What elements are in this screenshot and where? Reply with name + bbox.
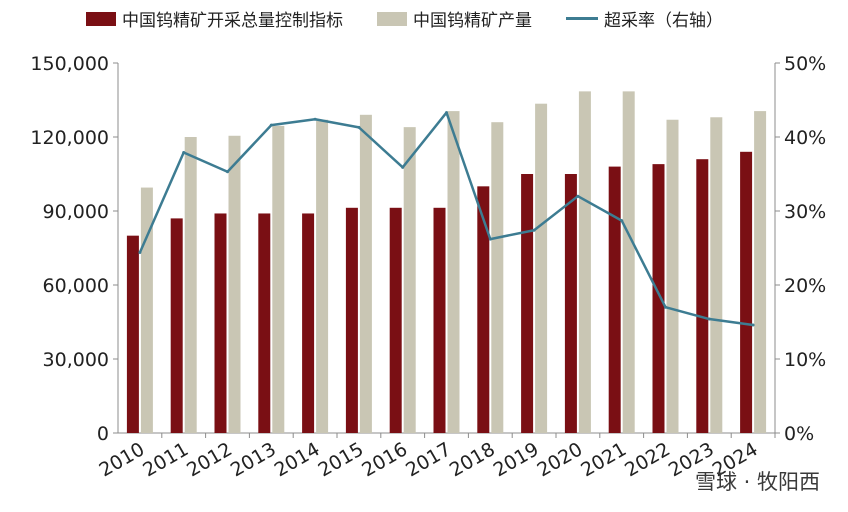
legend-item-rate: 超采率（右轴） (566, 6, 723, 31)
bar-output (491, 122, 504, 433)
rate-point (138, 250, 142, 254)
bar-quota (345, 207, 358, 433)
bar-output (140, 187, 153, 433)
bar-quota (214, 213, 227, 433)
bar-output (228, 135, 241, 433)
x-tick-label: 2016 (358, 438, 411, 481)
legend-label-quota: 中国钨精矿开采总量控制指标 (122, 11, 343, 31)
y-left-tick-label: 90,000 (43, 201, 109, 223)
rate-point (269, 123, 273, 127)
y-left-tick-label: 120,000 (30, 127, 109, 149)
rate-point (751, 323, 755, 327)
x-tick-label: 2018 (446, 438, 499, 481)
bar-quota (302, 213, 315, 433)
x-tick-label: 2013 (227, 438, 280, 481)
bar-output (272, 125, 285, 434)
legend-swatch-output (377, 11, 407, 26)
bar-quota (389, 207, 402, 433)
x-tick-label: 2014 (271, 438, 324, 481)
x-tick-label: 2012 (183, 438, 236, 481)
bar-quota (652, 164, 665, 433)
rate-point (401, 165, 405, 169)
bar-output (578, 91, 591, 433)
x-tick-label: 2011 (139, 438, 192, 481)
rate-point (313, 117, 317, 121)
bar-quota (608, 166, 621, 433)
rate-point (532, 228, 536, 232)
rate-point (488, 237, 492, 241)
x-tick-label: 2022 (621, 438, 674, 481)
legend-item-output: 中国钨精矿产量 (377, 6, 532, 31)
y-right-tick-label: 50% (784, 53, 826, 75)
legend-label-rate: 超采率（右轴） (604, 11, 723, 31)
bar-output (403, 127, 416, 433)
x-tick-label: 2021 (577, 438, 630, 481)
rate-point (357, 125, 361, 129)
x-tick-label: 2020 (534, 438, 587, 481)
bar-quota (477, 186, 490, 433)
x-tick-label: 2017 (402, 438, 455, 481)
rate-point (182, 151, 186, 155)
rate-point (707, 317, 711, 321)
bar-output (622, 91, 635, 433)
bar-output (184, 137, 197, 433)
y-right-tick-label: 10% (784, 349, 826, 371)
rate-point (226, 170, 229, 174)
bar-quota (521, 174, 534, 433)
bar-quota (126, 235, 139, 433)
watermark-text: 雪球 · 牧阳西 (694, 470, 820, 494)
bar-output (447, 111, 460, 433)
x-tick-label: 2015 (315, 438, 368, 481)
rate-point (576, 194, 580, 198)
legend-label-output: 中国钨精矿产量 (413, 11, 532, 31)
x-tick-label: 2019 (490, 438, 543, 481)
bar-quota (258, 213, 271, 433)
legend-item-quota: 中国钨精矿开采总量控制指标 (86, 6, 343, 31)
y-left-tick-label: 150,000 (30, 53, 109, 75)
y-right-tick-label: 0% (784, 423, 814, 445)
bar-quota (740, 151, 753, 434)
legend-swatch-rate (566, 17, 598, 20)
y-left-tick-label: 0 (97, 423, 109, 445)
y-right-tick-label: 40% (784, 127, 826, 149)
y-right-tick-label: 30% (784, 201, 826, 223)
y-left-tick-label: 60,000 (43, 275, 109, 297)
bar-output (754, 111, 767, 433)
bar-quota (564, 174, 577, 433)
bar-output (666, 119, 679, 433)
chart-legend: 中国钨精矿开采总量控制指标 中国钨精矿产量 超采率（右轴） (86, 6, 757, 31)
bar-quota (170, 218, 183, 433)
bar-output (359, 114, 372, 434)
y-right-tick-label: 20% (784, 275, 826, 297)
bar-quota (433, 207, 446, 433)
rate-point (620, 219, 624, 223)
bar-output (316, 119, 329, 433)
y-left-tick-label: 30,000 (43, 349, 109, 371)
legend-swatch-quota (86, 11, 116, 26)
rate-point (664, 305, 667, 309)
bar-output (535, 103, 548, 433)
rate-point (445, 111, 448, 115)
bar-quota (696, 159, 709, 433)
bar-output (710, 117, 723, 434)
